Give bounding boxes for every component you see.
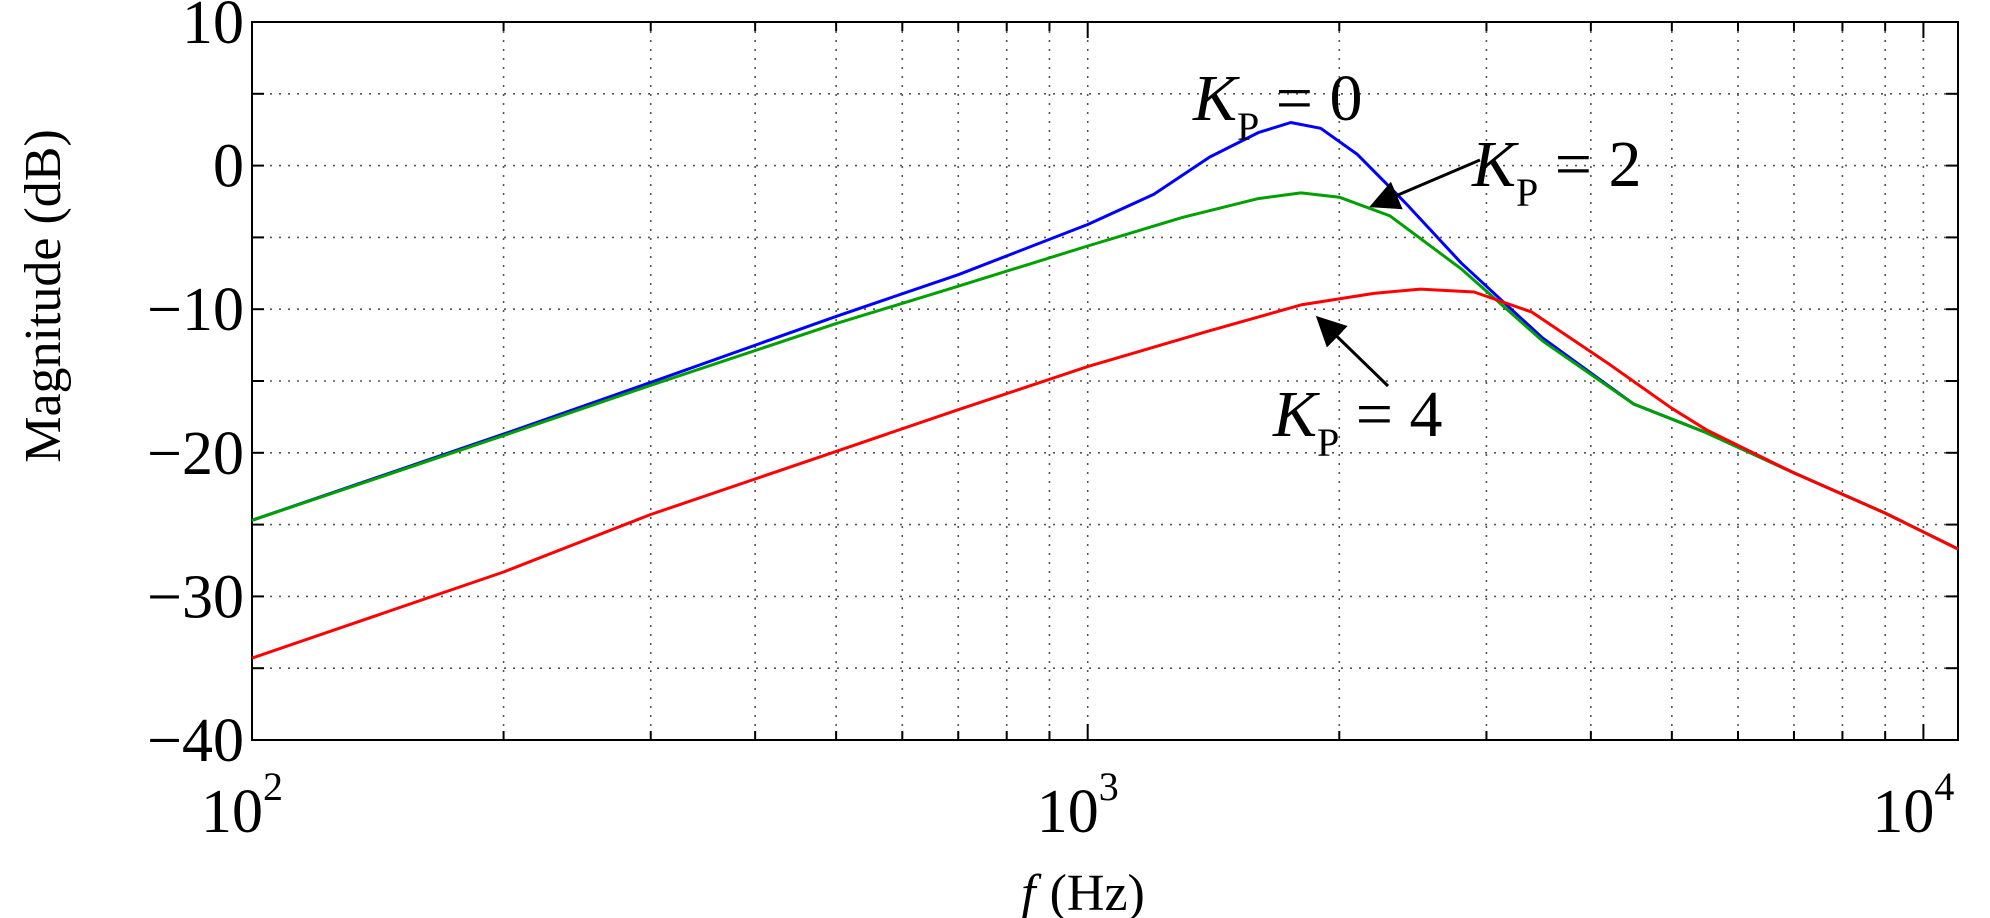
x-axis-variable: f (1021, 865, 1042, 918)
x-tick-label: 104 (1872, 764, 1954, 846)
curve-annotations: KP = 0 KP = 2 KP = 4 (1192, 62, 1642, 465)
axis-ticks (251, 21, 1958, 741)
series-line-kp2 (251, 191, 1959, 551)
x-tick-label: 103 (1037, 764, 1119, 846)
annotation-kp4: KP = 4 (1272, 315, 1443, 465)
y-tick-label: −10 (147, 276, 244, 344)
y-tick-labels: 10 0 −10 −20 −30 −40 (147, 0, 244, 775)
annotation-kp0: KP = 0 (1192, 62, 1363, 149)
annotation-arrow (1315, 315, 1390, 388)
annotation-arrow (1369, 158, 1481, 210)
annotation-label: KP = 4 (1272, 378, 1443, 465)
y-tick-label: −30 (147, 563, 244, 631)
series-line-kp0 (251, 121, 1959, 551)
y-axis-label: Magnitude (dB) (15, 129, 72, 463)
annotation-kp2: KP = 2 (1369, 128, 1642, 215)
annotation-label: KP = 0 (1192, 62, 1363, 149)
x-tick-labels: 102 103 104 (201, 764, 1954, 846)
y-tick-label: 0 (213, 133, 244, 201)
series-layer (251, 121, 1959, 660)
x-axis-unit: (Hz) (1050, 865, 1145, 918)
y-tick-label: 10 (182, 0, 244, 57)
grid-lines (252, 22, 1958, 740)
annotation-label: KP = 2 (1471, 128, 1642, 215)
y-tick-label: −40 (147, 707, 244, 775)
series-line-kp4 (251, 287, 1959, 660)
x-axis-label: f (Hz) (1021, 865, 1145, 918)
y-tick-label: −20 (147, 420, 244, 488)
x-tick-label: 102 (201, 764, 283, 846)
